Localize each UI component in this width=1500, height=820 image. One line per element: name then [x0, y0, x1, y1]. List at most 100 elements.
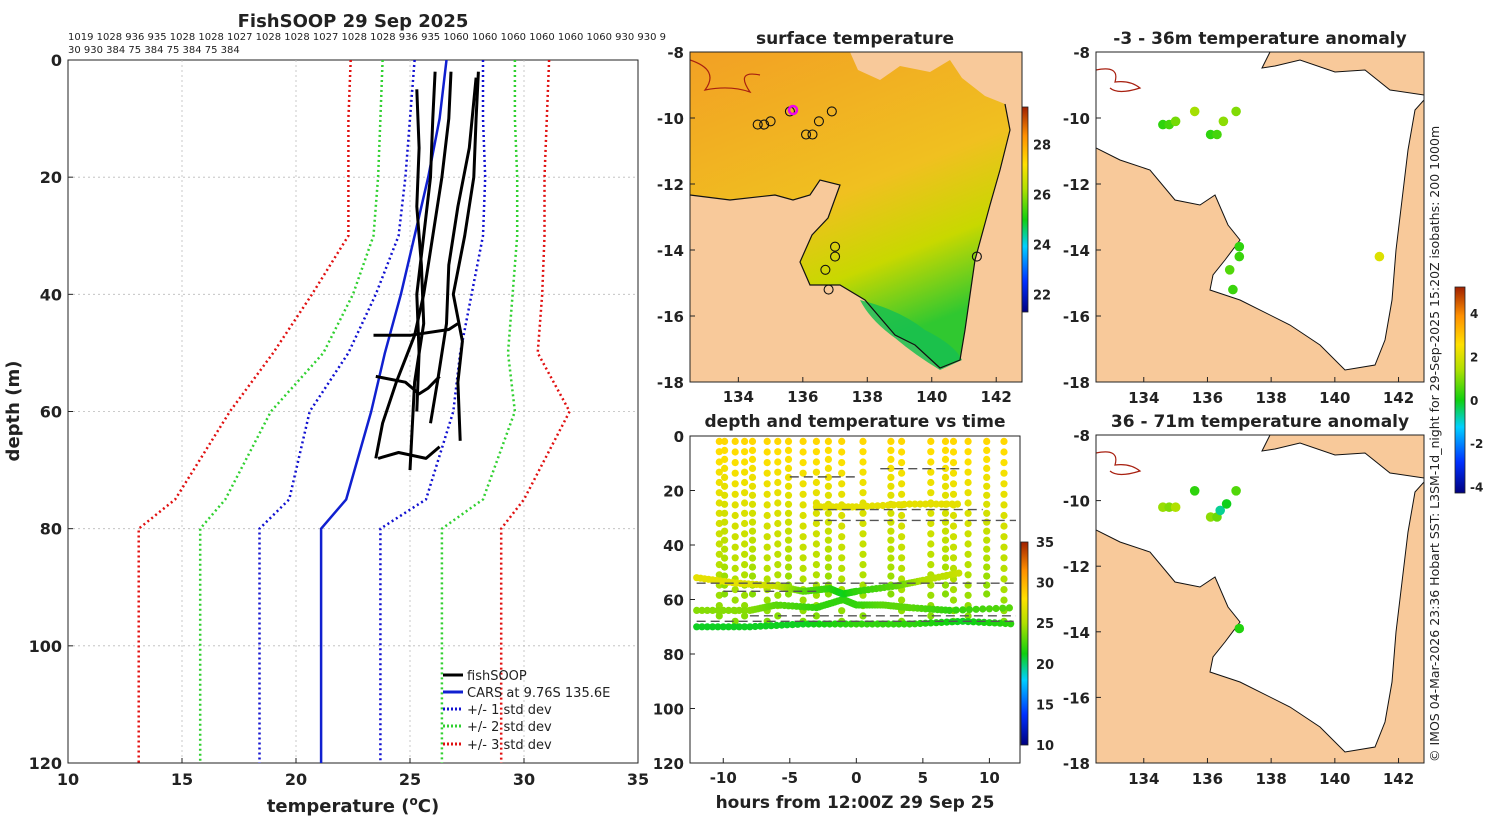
dive-sample [784, 545, 793, 553]
dive-sample [763, 490, 771, 498]
dive-sample [784, 536, 793, 544]
dive-sample [799, 564, 807, 573]
tow-sample [863, 502, 871, 510]
dive-sample [721, 572, 729, 580]
tow-sample [879, 620, 887, 628]
dive-sample [784, 518, 793, 526]
tow-sample [767, 622, 775, 630]
dive-sample [824, 518, 833, 526]
dive-sample [887, 437, 895, 445]
dive-sample [721, 455, 729, 463]
dive-sample [741, 448, 749, 456]
dive-sample [741, 591, 749, 599]
time-panel: depth and temperature vs time -10 -5 0 5 10 … [653, 412, 1054, 813]
anomaly-ytick-label: -12 [1063, 558, 1090, 576]
surface-map-colorbar-ticks: 22 24 26 28 [1033, 139, 1051, 304]
anomaly-xtick-label: 142 [1383, 389, 1414, 407]
dive-sample [898, 480, 906, 488]
profile-legend: fishSOOP CARS at 9.76S 135.6E +/- 1 std … [443, 669, 610, 753]
dive-sample [812, 509, 821, 517]
dive-sample [748, 527, 757, 535]
dive-sample [731, 469, 739, 477]
dive-sample [949, 533, 958, 541]
surface-station-marker [971, 251, 982, 262]
anomaly-xtick-label: 134 [1128, 389, 1159, 407]
dive-sample [859, 571, 867, 579]
anomaly-map-1-land-north [1261, 52, 1424, 96]
dive-sample [824, 545, 833, 553]
anomaly-point [1218, 116, 1229, 127]
dive-sample [964, 571, 972, 579]
dive-sample [812, 448, 821, 456]
dive-sample [731, 490, 739, 498]
tow-sample [730, 623, 738, 631]
dive-sample [887, 527, 895, 535]
profile-ytick-label: 0 [51, 51, 62, 70]
tow-sample [788, 621, 797, 629]
dive-sample [824, 464, 833, 472]
dive-sample [964, 509, 972, 517]
profile-header-line1: 1019 1028 936 935 1028 1028 1027 1028 10… [68, 32, 666, 43]
dive-sample [1000, 437, 1008, 445]
dive-sample [763, 522, 771, 530]
dive-sample [824, 554, 833, 562]
tow-sample [693, 623, 701, 631]
anomaly-ytick-label: -12 [1063, 176, 1090, 194]
dive-sample [763, 448, 771, 456]
tow-sample [794, 620, 802, 628]
dive-sample [824, 491, 833, 499]
dive-sample [887, 473, 895, 481]
dive-sample [812, 571, 821, 579]
dive-sample [763, 554, 771, 562]
tow-sample [730, 606, 738, 615]
dive-sample [927, 550, 935, 558]
dive-sample [887, 572, 895, 580]
dive-sample [983, 545, 991, 553]
anomaly-point [1234, 241, 1245, 252]
tow-sample [874, 502, 882, 510]
dive-sample [812, 540, 821, 548]
profile-xtick-label: 35 [627, 770, 649, 789]
dive-sample [763, 596, 771, 604]
surface-ytick-label: -10 [657, 110, 684, 128]
profile-ytick-label: 80 [40, 520, 62, 539]
dive-sample [784, 437, 793, 445]
dive-sample [949, 459, 958, 467]
time-plot-xlabel: hours from 12:00Z 29 Sep 25 [716, 793, 995, 813]
tow-sample [884, 501, 892, 509]
tow-sample [890, 501, 898, 509]
dive-sample [949, 448, 958, 456]
surface-station-marker [823, 284, 834, 295]
surface-station-marker [759, 119, 770, 130]
tow-sample [985, 605, 994, 613]
tow-sample [719, 623, 727, 631]
tow-sample [778, 621, 786, 629]
dive-sample [964, 489, 972, 497]
dive-sample [721, 509, 729, 517]
dive-sample [898, 554, 906, 562]
dive-sample [949, 564, 958, 573]
dive-sample [784, 482, 793, 490]
tow-sample [953, 500, 962, 508]
dive-sample [812, 561, 821, 569]
anomaly-point [1189, 486, 1200, 496]
dive-sample [838, 459, 846, 467]
dive-sample [784, 590, 793, 598]
dive-sample [838, 607, 846, 615]
dive-sample [824, 482, 833, 490]
surface-station-marker [826, 106, 837, 117]
dive-sample [1000, 533, 1008, 541]
dive-sample [898, 448, 906, 456]
tow-sample [955, 569, 963, 577]
dive-sample [774, 458, 782, 466]
dive-sample [774, 540, 782, 548]
dive-sample [898, 469, 906, 477]
time-ytick-label: 40 [663, 537, 684, 555]
anomaly-ytick-label: -8 [1073, 427, 1090, 445]
dive-sample [1000, 448, 1008, 456]
tow-sample [698, 606, 706, 615]
dive-sample [799, 511, 807, 520]
dive-sample [748, 473, 757, 481]
tow-sample [965, 606, 974, 614]
dive-sample [741, 561, 749, 569]
